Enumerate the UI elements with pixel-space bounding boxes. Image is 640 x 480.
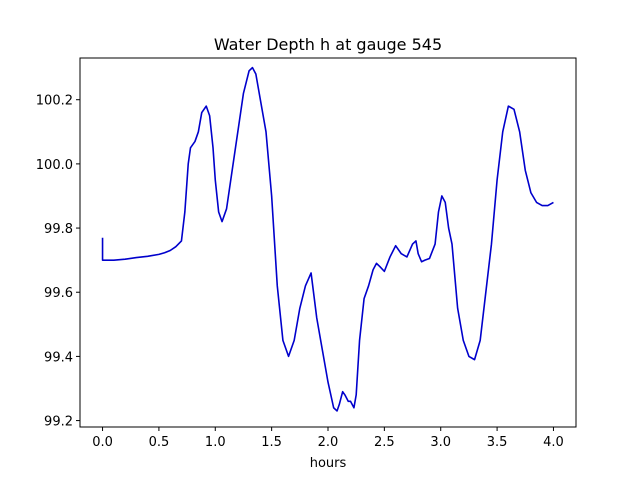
y-tick-label: 99.2 — [44, 415, 73, 430]
y-tick-label: 100.2 — [36, 94, 73, 109]
x-axis-ticks: 0.0 0.5 1.0 1.5 2.0 2.5 3.0 3.5 4.0 — [92, 427, 564, 450]
x-tick-label: 2.5 — [374, 435, 395, 450]
x-tick-label: 0.0 — [92, 435, 113, 450]
x-tick-label: 3.0 — [430, 435, 451, 450]
y-tick-label: 99.4 — [44, 350, 73, 365]
y-tick-label: 99.6 — [44, 286, 73, 301]
x-tick-label: 1.5 — [261, 435, 282, 450]
x-tick-label: 2.0 — [318, 435, 339, 450]
y-axis-ticks: 99.2 99.4 99.6 99.8 100.0 100.2 — [36, 94, 80, 430]
y-tick-label: 99.8 — [44, 222, 73, 237]
x-tick-label: 0.5 — [149, 435, 170, 450]
y-tick-label: 100.0 — [36, 158, 73, 173]
plot-area — [80, 58, 576, 427]
plot-frame — [79, 57, 577, 428]
x-tick-label: 4.0 — [543, 435, 564, 450]
x-tick-label: 3.5 — [487, 435, 508, 450]
x-axis-label: hours — [310, 456, 347, 471]
x-tick-label: 1.0 — [205, 435, 226, 450]
series-layer — [101, 66, 554, 412]
chart-title: Water Depth h at gauge 545 — [214, 35, 442, 54]
series-line-0 — [101, 66, 554, 412]
